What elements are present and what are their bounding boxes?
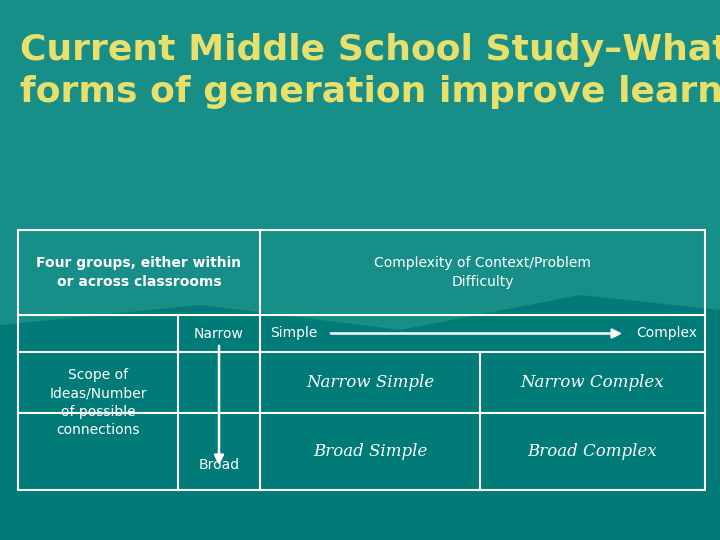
Text: Broad Simple: Broad Simple: [312, 443, 427, 460]
Text: Simple: Simple: [270, 327, 318, 341]
Text: Current Middle School Study–What: Current Middle School Study–What: [20, 33, 720, 67]
Text: Broad: Broad: [199, 458, 240, 472]
Text: Broad Complex: Broad Complex: [528, 443, 657, 460]
Text: Four groups, either within
or across classrooms: Four groups, either within or across cla…: [37, 256, 242, 289]
Text: forms of generation improve learning?: forms of generation improve learning?: [20, 75, 720, 109]
Text: Narrow Simple: Narrow Simple: [306, 374, 434, 391]
Text: Narrow Complex: Narrow Complex: [521, 374, 665, 391]
Bar: [18, 230, 705, 490]
Polygon shape: [0, 0, 720, 330]
Text: Complex: Complex: [636, 327, 697, 341]
Text: Complexity of Context/Problem
Difficulty: Complexity of Context/Problem Difficulty: [374, 256, 591, 289]
Text: Scope of
Ideas/Number
of possible
connections: Scope of Ideas/Number of possible connec…: [49, 368, 147, 437]
Text: Narrow: Narrow: [194, 327, 244, 341]
